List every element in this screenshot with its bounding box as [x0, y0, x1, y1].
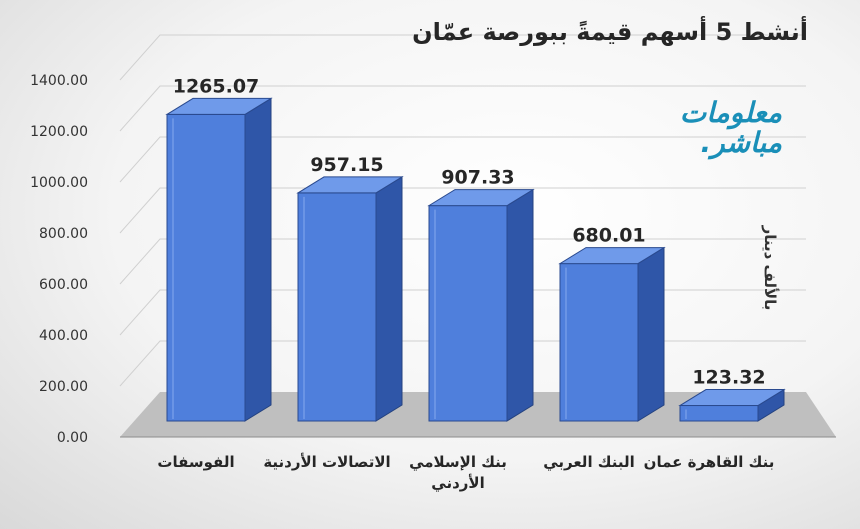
data-label: 123.32	[692, 367, 765, 389]
gridline	[119, 238, 806, 285]
data-label: 680.01	[572, 225, 645, 247]
bar	[679, 405, 759, 422]
bar-top	[427, 189, 535, 207]
y-tick-label: 1400.00	[30, 73, 88, 89]
gridline	[119, 187, 806, 234]
logo-line-1: معلومات	[679, 96, 782, 129]
bar-side	[506, 188, 534, 422]
y-tick-label: 0.00	[57, 430, 88, 446]
bar-side	[244, 97, 272, 422]
bar-side	[375, 176, 403, 422]
x-tick-label: البنك العربي	[543, 453, 635, 471]
y-axis-unit-label: بالألف دينار	[761, 225, 779, 311]
y-tick-label: 600.00	[39, 277, 88, 293]
x-tick-label: الفوسفات	[157, 453, 235, 471]
bar	[428, 205, 508, 422]
logo-line-2: مباشر.	[700, 126, 782, 159]
x-tick-label: الاتصالات الأردنية	[263, 453, 391, 471]
y-tick-label: 1200.00	[30, 124, 88, 140]
bar-side	[637, 246, 665, 422]
data-label: 1265.07	[173, 75, 260, 97]
x-tick-label: بنك القاهرة عمان	[643, 453, 775, 471]
chart-title: أنشط 5 أسهم قيمةً ببورصة عمّان	[412, 18, 808, 46]
bar-top	[558, 247, 666, 265]
gridline	[119, 85, 806, 132]
bar-top	[678, 389, 786, 407]
data-label: 907.33	[441, 167, 514, 189]
gridline	[119, 136, 806, 183]
y-tick-label: 200.00	[39, 379, 88, 395]
bar	[297, 192, 377, 422]
y-tick-label: 1000.00	[30, 175, 88, 191]
bar	[559, 263, 639, 422]
bar-top	[165, 97, 273, 115]
y-tick-label: 400.00	[39, 328, 88, 344]
data-label: 957.15	[310, 154, 383, 176]
y-tick-label: 800.00	[39, 226, 88, 242]
bar-top	[296, 176, 404, 194]
gridline	[119, 34, 806, 81]
bar	[166, 113, 246, 422]
brand-logo: معلومات مباشر.	[652, 98, 782, 178]
x-tick-label: بنك الإسلامي الأردني	[409, 453, 507, 492]
